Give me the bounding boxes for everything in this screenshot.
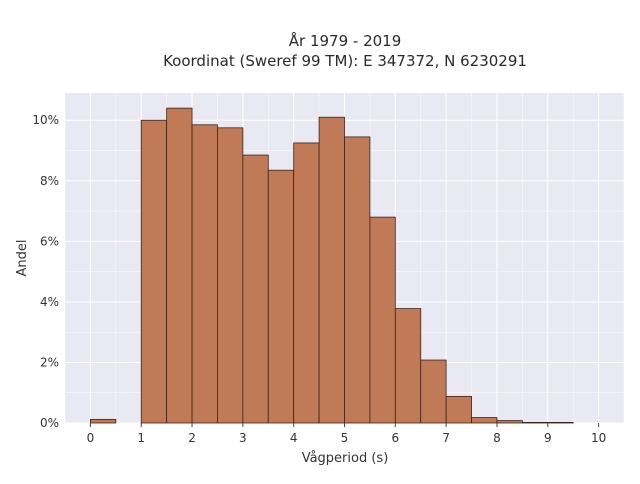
- histogram-bar: [242, 154, 269, 424]
- x-tick-label: 4: [290, 431, 298, 445]
- histogram-bar: [547, 421, 574, 424]
- x-tick-label: 1: [137, 431, 145, 445]
- histogram-bar: [394, 308, 422, 424]
- bars: [90, 107, 574, 424]
- histogram-bar: [521, 421, 549, 424]
- histogram-bar: [166, 107, 193, 424]
- x-tick-label: 5: [341, 431, 349, 445]
- histogram-bar: [471, 417, 498, 424]
- y-tick-label: 4%: [40, 295, 59, 309]
- x-tick-label: 3: [239, 431, 247, 445]
- histogram-bar: [293, 142, 320, 424]
- chart-subtitle: Koordinat (Sweref 99 TM): E 347372, N 62…: [163, 52, 527, 70]
- y-axis-label: Andel: [15, 240, 30, 277]
- histogram-bar: [369, 216, 396, 424]
- histogram-bar: [140, 119, 168, 424]
- histogram-bar: [217, 127, 244, 424]
- x-tick-label: 10: [591, 431, 606, 445]
- chart-title: År 1979 - 2019: [289, 31, 402, 50]
- histogram-bar: [191, 124, 218, 424]
- x-axis-label: Vågperiod (s): [302, 451, 389, 466]
- x-tick-label: 6: [391, 431, 399, 445]
- y-tick-label: 8%: [40, 174, 59, 188]
- histogram-bar: [344, 136, 371, 424]
- x-tick-label: 8: [493, 431, 501, 445]
- x-tick-label: 0: [87, 431, 95, 445]
- x-tick-label: 7: [442, 431, 450, 445]
- histogram-bar: [496, 420, 523, 424]
- y-tick-label: 6%: [40, 234, 59, 248]
- histogram-bar: [90, 418, 117, 424]
- x-axis-ticks: 0 1 2 3 4 5 6 7 8 9 10: [87, 423, 606, 445]
- y-axis-ticks: 0% 2% 4% 6% 8% 10%: [32, 113, 59, 430]
- x-tick-label: 2: [188, 431, 196, 445]
- y-tick-label: 10%: [32, 113, 59, 127]
- histogram-bar: [445, 395, 472, 424]
- y-tick-label: 0%: [40, 416, 59, 430]
- histogram-bar: [267, 169, 295, 424]
- y-tick-label: 2%: [40, 355, 59, 369]
- histogram-bar: [318, 116, 345, 424]
- histogram-bar: [420, 359, 447, 424]
- x-tick-label: 9: [544, 431, 552, 445]
